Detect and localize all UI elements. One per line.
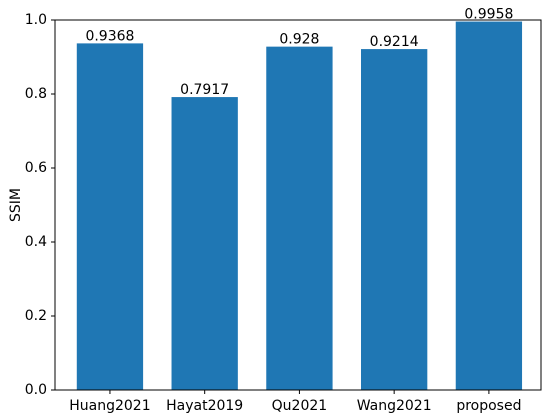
bar <box>455 21 523 391</box>
y-tick-label: 0.2 <box>25 308 47 324</box>
bar <box>171 97 238 391</box>
x-tick-label: Huang2021 <box>69 398 150 414</box>
y-tick-label: 0.0 <box>25 382 47 398</box>
bar <box>76 43 144 390</box>
bar <box>361 49 428 390</box>
value-label: 0.7917 <box>180 82 229 98</box>
x-tick-label: Qu2021 <box>272 398 328 414</box>
x-tick-label: proposed <box>456 398 521 414</box>
y-tick-label: 1.0 <box>25 12 47 28</box>
y-axis-label: SSIM <box>8 188 24 222</box>
value-label: 0.928 <box>279 32 319 48</box>
y-tick-label: 0.6 <box>25 160 47 176</box>
x-tick-label: Hayat2019 <box>166 398 243 414</box>
value-label: 0.9214 <box>370 34 419 50</box>
value-label: 0.9958 <box>464 7 513 23</box>
y-tick-label: 0.8 <box>25 86 47 102</box>
bar <box>266 46 333 390</box>
plot-frame <box>54 19 542 391</box>
value-label: 0.9368 <box>85 28 134 44</box>
x-tick-label: Wang2021 <box>357 398 432 414</box>
y-tick-label: 0.4 <box>25 234 47 250</box>
